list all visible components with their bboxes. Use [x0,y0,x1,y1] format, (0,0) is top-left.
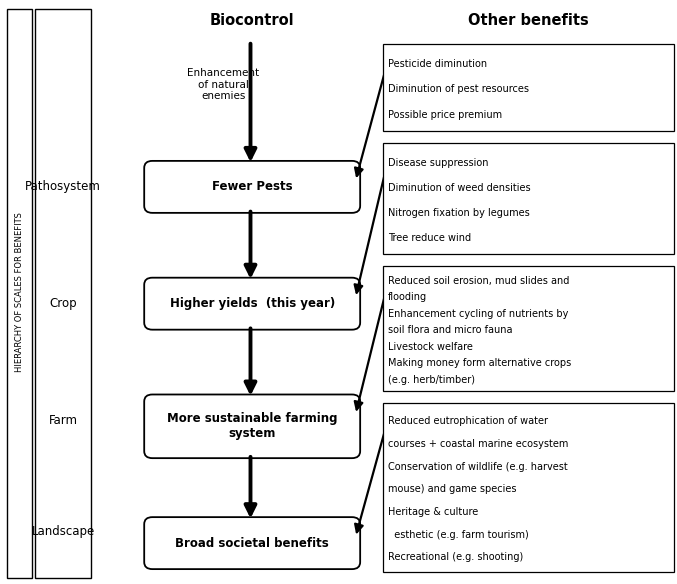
Bar [383,403,674,572]
Text: (e.g. herb/timber): (e.g. herb/timber) [388,374,475,384]
Text: Biocontrol: Biocontrol [210,13,294,28]
Text: esthetic (e.g. farm tourism): esthetic (e.g. farm tourism) [388,530,529,540]
Bar [383,44,674,131]
Text: Heritage & culture: Heritage & culture [388,507,478,517]
Text: More sustainable farming
system: More sustainable farming system [167,412,337,440]
Bar [35,9,91,578]
Text: Disease suppression: Disease suppression [388,158,488,168]
Text: Other benefits: Other benefits [468,13,588,28]
Text: Landscape: Landscape [32,525,95,538]
Text: Pesticide diminution: Pesticide diminution [388,58,487,69]
Text: Enhancement
of natural
enemies: Enhancement of natural enemies [188,68,259,101]
Text: Diminution of pest resources: Diminution of pest resources [388,84,529,95]
Text: Reduced eutrophication of water: Reduced eutrophication of water [388,416,548,426]
Text: Possible price premium: Possible price premium [388,110,502,120]
Text: courses + coastal marine ecosystem: courses + coastal marine ecosystem [388,439,568,449]
Text: Higher yields  (this year): Higher yields (this year) [169,297,335,310]
Text: Livestock welfare: Livestock welfare [388,342,473,352]
Text: Diminution of weed densities: Diminution of weed densities [388,183,531,193]
Text: Tree reduce wind: Tree reduce wind [388,233,471,243]
Text: soil flora and micro fauna: soil flora and micro fauna [388,325,512,335]
Text: Broad societal benefits: Broad societal benefits [175,537,329,550]
FancyBboxPatch shape [144,517,360,569]
Text: HIERARCHY OF SCALES FOR BENEFITS: HIERARCHY OF SCALES FOR BENEFITS [15,212,24,372]
Text: Conservation of wildlife (e.g. harvest: Conservation of wildlife (e.g. harvest [388,462,568,472]
Text: Fewer Pests: Fewer Pests [212,180,292,193]
Bar [383,266,674,391]
Text: Enhancement cycling of nutrients by: Enhancement cycling of nutrients by [388,309,568,319]
Text: Crop: Crop [49,297,77,310]
Text: Farm: Farm [49,414,78,427]
FancyBboxPatch shape [144,161,360,213]
Text: mouse) and game species: mouse) and game species [388,484,517,495]
Bar [7,9,32,578]
Text: flooding: flooding [388,293,427,303]
FancyBboxPatch shape [144,278,360,329]
Text: Making money form alternative crops: Making money form alternative crops [388,358,571,368]
Text: Pathosystem: Pathosystem [25,180,102,193]
Text: Recreational (e.g. shooting): Recreational (e.g. shooting) [388,552,523,562]
Text: Reduced soil erosion, mud slides and: Reduced soil erosion, mud slides and [388,276,569,286]
Bar [383,143,674,254]
FancyBboxPatch shape [144,395,360,458]
Text: Nitrogen fixation by legumes: Nitrogen fixation by legumes [388,208,529,218]
